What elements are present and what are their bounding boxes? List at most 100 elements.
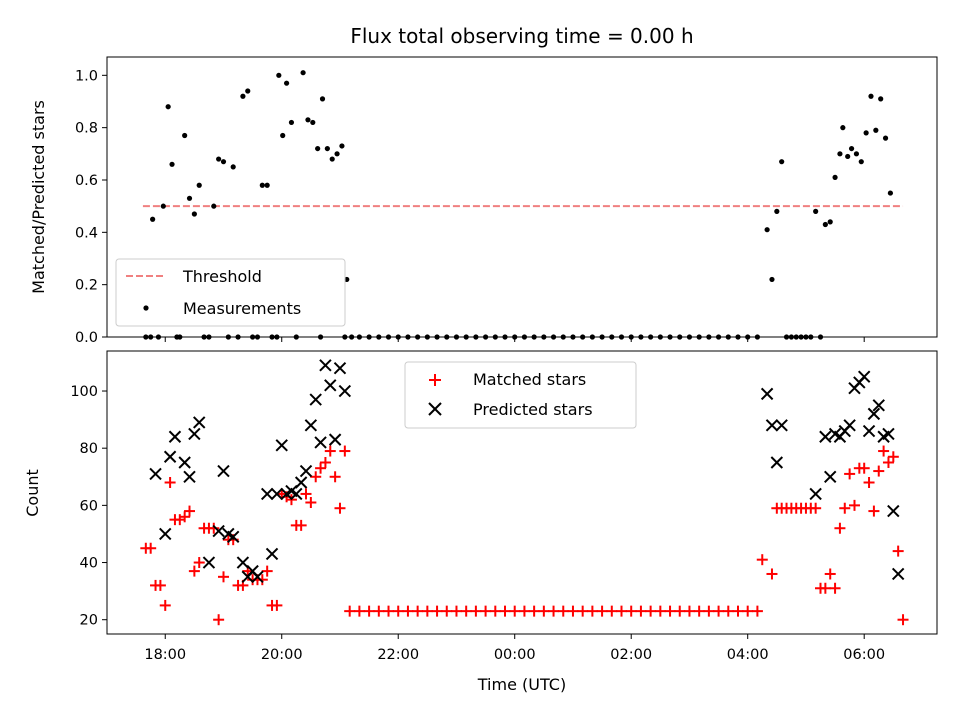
matched-star-point [324, 445, 336, 457]
matched-star-point [897, 614, 909, 626]
matched-star-point [625, 605, 637, 617]
x-tick-label: 02:00 [610, 647, 652, 663]
x-tick-label: 20:00 [261, 647, 303, 663]
matched-star-point [645, 605, 657, 617]
matched-star-point [373, 605, 385, 617]
count-x-ticks: 18:00 20:00 22:00 00:00 02:00 04:00 06:00 [144, 634, 885, 663]
count-panel: Count 20 40 60 80 100 18:00 20:00 22:00 00:00 02… [23, 350, 938, 694]
measurement-point [813, 208, 819, 214]
matched-star-point [810, 502, 822, 514]
measurement-point [288, 119, 295, 126]
matched-star-point [188, 565, 200, 577]
ratio-y-tick-label: 0.2 [75, 278, 98, 294]
matched-star-point [193, 557, 205, 569]
predicted-star-point [290, 487, 303, 501]
ratio-y-tick-label: 0.4 [75, 225, 98, 241]
matched-star-point [509, 605, 521, 617]
measurement-point [827, 219, 833, 225]
matched-star-point [586, 605, 598, 617]
measurement-point [878, 96, 884, 102]
predicted-star-point [819, 430, 832, 443]
matched-star-point [271, 599, 283, 611]
predicted-star-point [760, 387, 774, 401]
predicted-star-point [260, 487, 274, 501]
count-plot-frame [106, 350, 938, 635]
predicted-star-point [159, 527, 172, 541]
count-y-tick-label: 80 [80, 441, 98, 457]
count-y-tick-label: 100 [70, 384, 98, 400]
count-y-axis-label: Count [23, 469, 42, 517]
predicted-star-point [270, 487, 284, 501]
measurement-point [779, 159, 785, 165]
matched-star-point [164, 476, 176, 488]
measurements-legend-label: Measurements [183, 299, 301, 318]
x-axis-label: Time (UTC) [477, 675, 566, 694]
predicted-star-point [188, 427, 201, 441]
matched-star-point [256, 574, 268, 586]
matched-star-point [145, 542, 157, 554]
x-tick-label: 18:00 [144, 647, 186, 663]
measurement-point [863, 130, 869, 136]
matched-star-point [882, 456, 894, 468]
matched-star-point [722, 605, 734, 617]
matched-star-point [683, 605, 695, 617]
matched-star-point [756, 554, 768, 566]
predicted-star-point [872, 399, 885, 412]
matched-star-point [742, 605, 754, 617]
measurement-point [315, 145, 321, 152]
predicted-star-point [294, 476, 308, 489]
predicted-star-point [168, 430, 182, 443]
predicted-star-point [265, 547, 279, 561]
threshold-legend-label: Threshold [182, 267, 262, 286]
measurement-point [264, 182, 270, 188]
measurement-point [182, 132, 188, 139]
matched-star-point [596, 605, 608, 617]
ratio-y-tick-label: 0.8 [75, 121, 98, 137]
matched-star-point [557, 605, 569, 617]
ratio-legend-box [115, 258, 346, 327]
matched-star-point [460, 605, 472, 617]
matched-star-point [858, 462, 870, 474]
ratio-legend: Threshold Measurements [115, 258, 346, 327]
measurement-point [245, 88, 251, 94]
measurement-point [305, 117, 311, 123]
x-tick-label: 00:00 [494, 647, 536, 663]
measurement-point [169, 161, 175, 167]
count-y-tick-label: 60 [80, 498, 98, 514]
matched-star-point [480, 605, 492, 617]
predicted-star-point [217, 464, 230, 478]
predicted-star-point [304, 419, 318, 432]
predicted-star-point [887, 504, 900, 518]
measurement-point [216, 156, 222, 162]
matched-star-point [315, 462, 327, 474]
matched-star-point [154, 579, 166, 591]
measurement-point [165, 104, 171, 110]
measurement-point [150, 216, 156, 222]
matched-star-point [383, 605, 395, 617]
measurement-point [196, 182, 202, 188]
matched-star-point [616, 605, 628, 617]
matched-star-point [329, 471, 341, 483]
matched-star-point [819, 582, 831, 594]
measurement-point [220, 159, 227, 165]
matched-star-point [334, 502, 346, 514]
chart-title: Flux total observing time = 0.00 h [350, 24, 693, 48]
predicted-star-point [867, 407, 881, 421]
ratio-y-axis-label: Matched/Predicted stars [29, 100, 48, 294]
measurement-point [230, 164, 236, 170]
predicted-star-point [765, 419, 779, 432]
measurement-point [873, 127, 879, 133]
matched-star-point [184, 505, 196, 517]
matched-star-point [344, 605, 356, 617]
matched-star-point [402, 605, 414, 617]
matched-star-point [470, 605, 482, 617]
matched-star-point [834, 522, 846, 534]
predicted-star-point [857, 370, 871, 383]
matched-star-point [892, 545, 904, 557]
matched-star-point [412, 605, 424, 617]
predicted-star-point [183, 470, 196, 483]
ratio-x-ticks [164, 337, 865, 342]
predicted-star-point [193, 416, 206, 429]
